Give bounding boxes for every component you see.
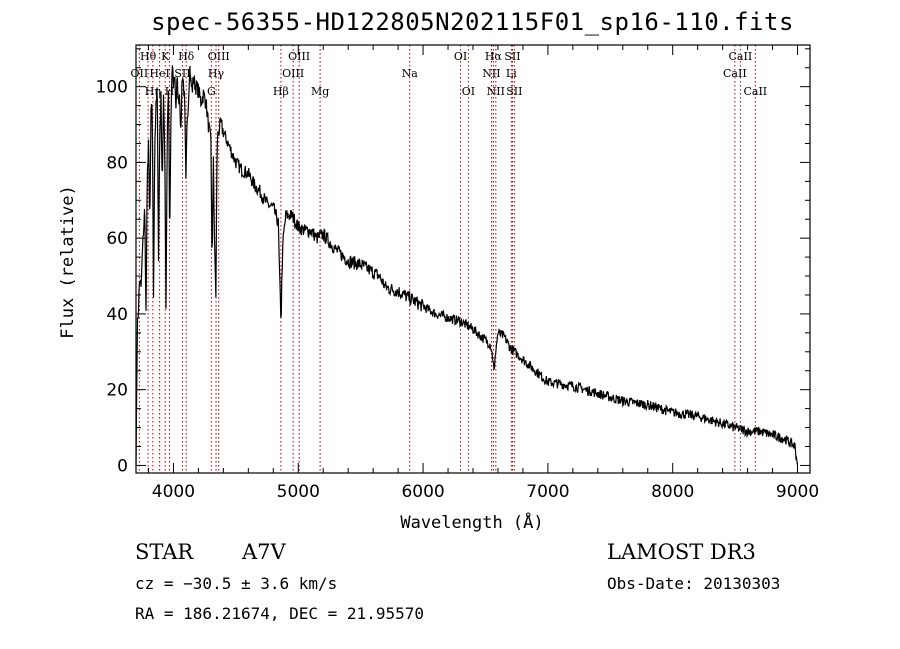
x-axis-label: Wavelength (Å) (400, 511, 543, 533)
y-tick-label-1: 20 (106, 381, 128, 401)
x-tick-label-0: 4000 (152, 482, 195, 502)
line-label-2: Hη (145, 85, 161, 98)
x-tick-label-3: 7000 (526, 482, 569, 502)
line-label-5: H (165, 85, 175, 98)
line-label-11: Hβ (273, 85, 289, 98)
x-tick-label-1: 5000 (277, 482, 320, 502)
object-subclass: A7V (242, 540, 286, 564)
line-label-25: CaII (723, 67, 747, 80)
line-label-24: CaII (729, 50, 753, 63)
line-label-20: NII (487, 85, 505, 98)
spectrum-series-line (135, 65, 799, 466)
line-label-21: SII (504, 50, 520, 63)
x-tick-label-2: 6000 (401, 482, 444, 502)
line-label-0: Hθ (140, 50, 157, 63)
x-tick-label-4: 8000 (651, 482, 694, 502)
line-label-17: OI (462, 85, 475, 98)
line-label-3: HeI (149, 67, 169, 80)
line-label-26: CaII (743, 85, 767, 98)
y-tick-label-4: 80 (106, 153, 128, 173)
ra-dec: RA = 186.21674, DEC = 21.95570 (135, 604, 424, 623)
line-label-4: K (161, 50, 170, 63)
line-label-7: Hδ (178, 50, 195, 63)
redshift-cz: cz = −30.5 ± 3.6 km/s (135, 574, 338, 593)
y-axis-label: Flux (relative) (58, 185, 78, 339)
line-label-1: OII (131, 67, 149, 80)
line-label-16: OI (454, 50, 467, 63)
observation-date: Obs-Date: 20130303 (607, 574, 781, 593)
plot-axes (135, 44, 811, 474)
line-label-13: OIII (282, 67, 304, 80)
spectral-line-markers (138, 45, 756, 473)
line-label-18: Hα (485, 50, 503, 63)
line-label-9: Hγ (208, 67, 225, 80)
chart-title: spec-56355-HD122805N202115F01_sp16-110.f… (151, 8, 794, 36)
line-label-6: SII (174, 67, 190, 80)
line-label-14: Mg (311, 85, 329, 98)
survey-name: LAMOST DR3 (607, 540, 756, 564)
line-label-12: OIII (288, 50, 310, 63)
x-tick-label-5: 9000 (776, 482, 819, 502)
plot-frame (135, 44, 811, 474)
spectral-line-labels: Hθ OII Hη HeI K H SII Hδ OIII Hγ G Hβ OIII OIII Mg Na OI… (131, 50, 768, 98)
object-type: STAR (135, 540, 194, 564)
y-tick-label-5: 100 (96, 78, 128, 98)
line-label-19: NII (482, 67, 500, 80)
line-label-10: G (207, 85, 216, 98)
y-tick-label-0: 0 (117, 456, 128, 476)
y-tick-label-3: 60 (106, 229, 128, 249)
line-label-22: Li (506, 67, 517, 80)
y-tick-label-2: 40 (106, 305, 128, 325)
line-label-15: Na (402, 67, 419, 80)
axis-ticks: 4000 5000 6000 7000 8000 9000 0 20 40 60 80 100 (96, 45, 819, 502)
line-label-8: OIII (208, 50, 230, 63)
line-label-23: SII (506, 85, 522, 98)
